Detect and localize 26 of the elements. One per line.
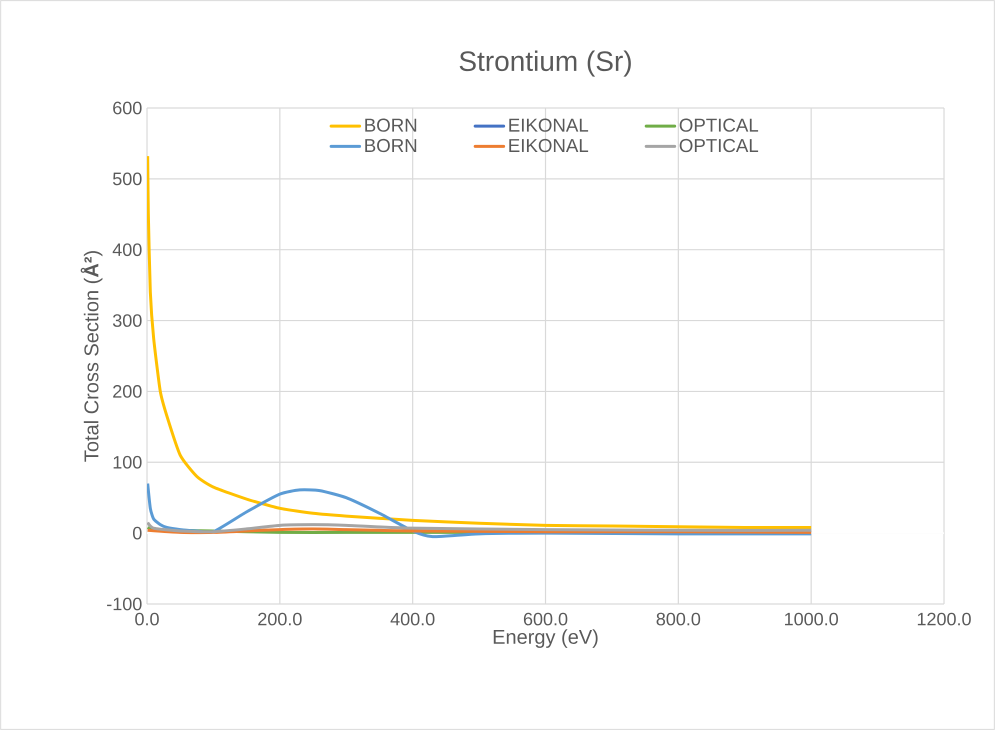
legend-label: BORN	[365, 118, 416, 132]
legend-label: OPTICAL	[680, 138, 758, 152]
x-tick-label: 600.0	[524, 612, 568, 626]
legend-label: EIKONAL	[509, 138, 588, 152]
y-axis-title: Total Cross Section (Å²)	[80, 251, 102, 462]
x-tick-label: 800.0	[656, 612, 700, 626]
legend-label: OPTICAL	[680, 118, 758, 132]
y-tick-label: 600	[113, 102, 142, 114]
line-series	[147, 521, 813, 534]
line-series	[147, 154, 813, 529]
chart-title: Strontium (Sr)	[460, 50, 631, 77]
legend-label: EIKONAL	[509, 118, 588, 132]
x-tick-label: 400.0	[390, 612, 434, 626]
y-tick-label: 0	[132, 526, 142, 540]
x-tick-label: 1000.0	[785, 612, 838, 626]
y-tick-label: -100	[107, 598, 142, 610]
y-tick-label: 100	[114, 456, 142, 469]
x-tick-label: 1200.0	[918, 612, 971, 626]
x-tick-label: 200.0	[258, 612, 302, 626]
y-tick-label: 400	[112, 243, 142, 256]
y-tick-label: 300	[112, 314, 142, 327]
x-axis-title: Energy (eV)	[494, 629, 598, 648]
x-tick-label: 0.0	[135, 612, 159, 626]
y-tick-label: 200	[113, 385, 142, 398]
y-tick-label: 500	[112, 172, 142, 186]
legend-label: BORN	[365, 138, 416, 152]
